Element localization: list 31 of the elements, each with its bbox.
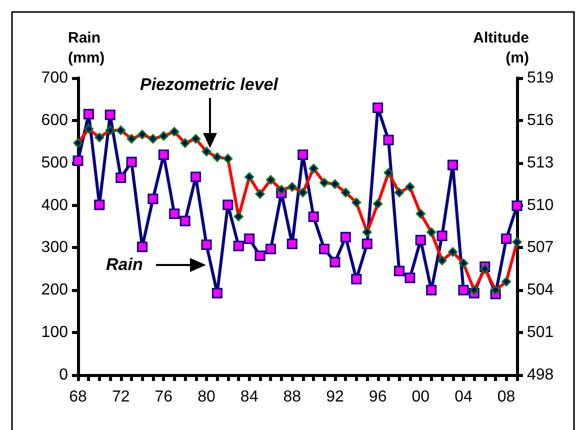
y-axis-title: Rain (mm): [68, 30, 105, 66]
y-tick-label: 100: [41, 324, 68, 342]
series-label: Rain: [106, 255, 143, 274]
x-tick-label: 96: [368, 388, 387, 406]
text: Piezometric level: [140, 75, 280, 94]
y2-axis-title: Altitude (m): [473, 30, 530, 66]
y2-tick-label: 498: [527, 366, 554, 384]
x-tick-label: 72: [112, 388, 130, 406]
x-tick-label: 84: [240, 388, 258, 406]
y2-tick-label: 510: [527, 196, 554, 214]
y2-tick-label: 519: [527, 70, 554, 86]
y-tick-label: 300: [41, 239, 68, 256]
y-tick-label: 700: [41, 70, 68, 86]
y2-tick-label: 501: [527, 324, 554, 342]
x-tick-label: 08: [497, 388, 516, 406]
x-tick-label: 68: [69, 388, 87, 406]
y2-tick-label: 507: [527, 239, 554, 256]
x-tick-label: 00: [412, 388, 430, 406]
y2-tick-label: 513: [527, 154, 554, 172]
y-tick-label: 0: [59, 366, 68, 384]
x-tick-label: 92: [326, 388, 344, 406]
y2-tick-label: 516: [527, 112, 554, 129]
x-tick-label: 88: [283, 388, 302, 406]
y-tick-label: 500: [41, 154, 68, 172]
x-tick-label: 04: [454, 388, 472, 406]
x-tick-label: 80: [198, 388, 216, 406]
y-tick-label: 200: [41, 282, 68, 299]
y2-tick-label: 504: [527, 282, 554, 299]
y-tick-label: 600: [41, 112, 68, 129]
y-tick-label: 400: [41, 196, 68, 214]
x-tick-label: 76: [154, 388, 173, 406]
